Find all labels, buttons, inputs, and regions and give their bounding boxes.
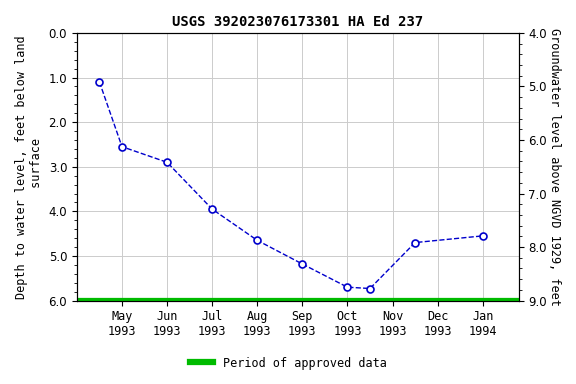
Title: USGS 392023076173301 HA Ed 237: USGS 392023076173301 HA Ed 237	[172, 15, 423, 29]
Y-axis label: Depth to water level, feet below land
 surface: Depth to water level, feet below land su…	[15, 35, 43, 299]
Legend: Period of approved data: Period of approved data	[185, 352, 391, 374]
Y-axis label: Groundwater level above NGVD 1929, feet: Groundwater level above NGVD 1929, feet	[548, 28, 561, 306]
